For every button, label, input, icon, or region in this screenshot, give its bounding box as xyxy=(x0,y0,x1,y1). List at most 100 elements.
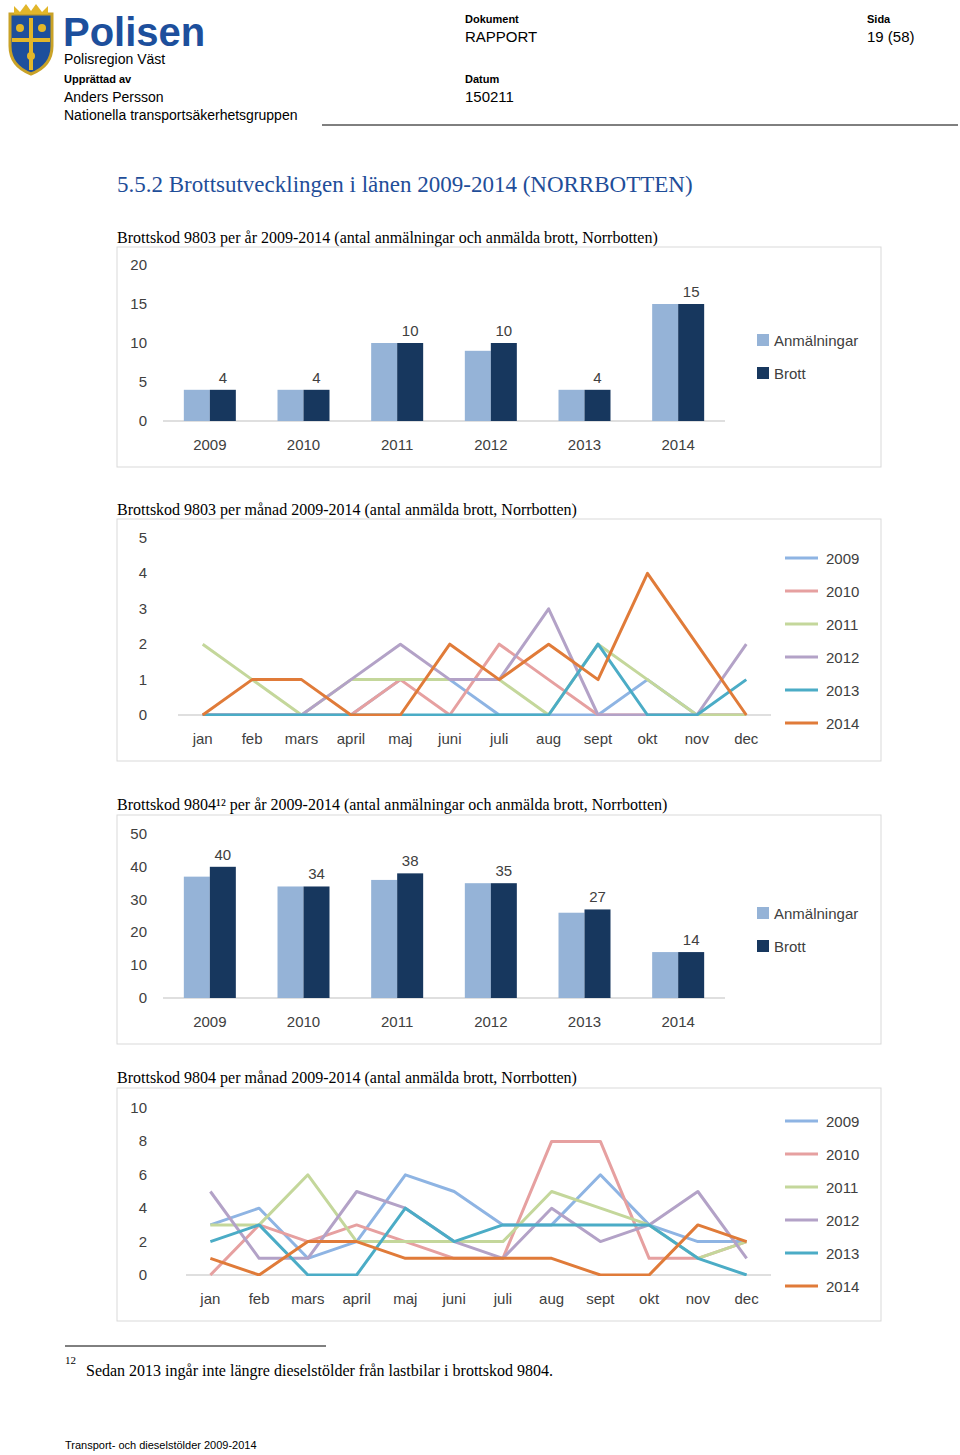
author: Anders Persson xyxy=(64,89,164,105)
legend: Anmälningar Brott xyxy=(757,332,858,382)
y-tick-label: 0 xyxy=(139,412,147,429)
x-tick-label: aug xyxy=(536,730,561,747)
x-tick-label: 2013 xyxy=(568,1013,601,1030)
x-tick-label: mars xyxy=(291,1290,324,1307)
series-line xyxy=(210,1175,746,1259)
legend: 200920102011201220132014 xyxy=(785,1113,859,1295)
bar xyxy=(585,390,611,421)
x-tick-label: maj xyxy=(388,730,412,747)
legend-swatch xyxy=(785,1285,818,1288)
y-tick-label: 20 xyxy=(130,923,147,940)
legend-swatch xyxy=(785,1186,818,1189)
y-tick-label: 2 xyxy=(139,635,147,652)
bar xyxy=(304,886,330,998)
bar-chart: Brottskod 9804¹² per år 2009-2014 (antal… xyxy=(117,796,881,1044)
x-tick-label: 2012 xyxy=(474,436,507,453)
legend-swatch xyxy=(757,367,769,379)
bar xyxy=(678,952,704,998)
y-tick-label: 6 xyxy=(139,1166,147,1183)
data-labels: 403438352714 xyxy=(214,846,699,948)
bars xyxy=(184,304,704,421)
data-label: 35 xyxy=(495,862,512,879)
bar xyxy=(652,304,678,421)
bar xyxy=(397,873,423,998)
bar xyxy=(184,877,210,998)
y-tick-label: 15 xyxy=(130,295,147,312)
bar xyxy=(371,880,397,998)
x-tick-label: feb xyxy=(242,730,263,747)
chart-frame xyxy=(117,815,881,1044)
y-tick-label: 4 xyxy=(139,564,147,581)
bar-chart: Brottskod 9803 per år 2009-2014 (antal a… xyxy=(117,229,881,467)
line-chart: Brottskod 9803 per månad 2009-2014 (anta… xyxy=(117,501,881,761)
chart-title: Brottskod 9804 per månad 2009-2014 (anta… xyxy=(117,1069,577,1087)
legend-swatch xyxy=(757,334,769,346)
x-tick-label: nov xyxy=(686,1290,711,1307)
bar xyxy=(585,909,611,998)
bars xyxy=(184,867,704,998)
chart-frame xyxy=(117,519,881,761)
legend-label: Brott xyxy=(774,938,807,955)
y-tick-label: 3 xyxy=(139,600,147,617)
x-axis xyxy=(163,998,725,999)
page: PolisenPolisregion VästUpprättad avAnder… xyxy=(0,0,960,1455)
x-tick-label: juli xyxy=(489,730,508,747)
series-line xyxy=(203,680,747,715)
y-tick-label: 5 xyxy=(139,529,147,546)
data-label: 15 xyxy=(683,283,700,300)
lines xyxy=(210,1141,746,1275)
y-tick-label: 8 xyxy=(139,1132,147,1149)
logo-cross xyxy=(29,18,33,70)
x-tick-label: juli xyxy=(493,1290,512,1307)
legend-label: Anmälningar xyxy=(774,332,858,349)
legend-swatch xyxy=(785,1120,818,1123)
y-tick-label: 2 xyxy=(139,1233,147,1250)
organization: Polisen xyxy=(63,10,205,54)
x-tick-label: maj xyxy=(393,1290,417,1307)
x-tick-label: 2012 xyxy=(474,1013,507,1030)
y-tick-label: 20 xyxy=(130,256,147,273)
legend-label: 2012 xyxy=(826,1212,859,1229)
x-tick-label: sept xyxy=(584,730,613,747)
x-tick-label: feb xyxy=(249,1290,270,1307)
y-tick-label: 50 xyxy=(130,825,147,842)
x-tick-label: 2014 xyxy=(661,436,694,453)
logo xyxy=(10,4,52,74)
legend-label: 2011 xyxy=(826,616,858,633)
document: RAPPORT xyxy=(465,28,537,45)
bar xyxy=(278,390,304,421)
header-rule xyxy=(322,125,958,126)
data-label: 4 xyxy=(593,369,601,386)
footnote-marker: 12 xyxy=(65,1354,76,1366)
bar xyxy=(210,390,236,421)
x-tick-label: april xyxy=(337,730,365,747)
legend-label: 2012 xyxy=(826,649,859,666)
series-line xyxy=(210,1192,746,1259)
y-tick-label: 5 xyxy=(139,373,147,390)
x-tick-label: okt xyxy=(637,730,658,747)
y-tick-label: 0 xyxy=(139,1266,147,1283)
x-tick-label: sept xyxy=(586,1290,615,1307)
x-tick-label: okt xyxy=(639,1290,660,1307)
data-label: 38 xyxy=(402,852,419,869)
x-tick-label: aug xyxy=(539,1290,564,1307)
legend: 200920102011201220132014 xyxy=(785,550,859,732)
y-tick-label: 10 xyxy=(130,334,147,351)
footnote-text: Sedan 2013 ingår inte längre dieselstöld… xyxy=(86,1362,553,1380)
logo-cross xyxy=(12,38,50,42)
x-tick-label: 2014 xyxy=(661,1013,694,1030)
legend-swatch xyxy=(785,722,818,725)
legend-label: 2010 xyxy=(826,583,859,600)
bar xyxy=(465,351,491,421)
legend-label: 2009 xyxy=(826,1113,859,1130)
x-tick-label: 2013 xyxy=(568,436,601,453)
data-label: 27 xyxy=(589,888,606,905)
logo-crown xyxy=(14,4,48,14)
y-tick-label: 0 xyxy=(139,706,147,723)
legend-swatch xyxy=(785,623,818,626)
bar xyxy=(491,343,517,421)
legend-label: Brott xyxy=(774,365,807,382)
x-tick-label: juni xyxy=(441,1290,465,1307)
x-tick-label: jan xyxy=(199,1290,220,1307)
legend-swatch xyxy=(785,656,818,659)
